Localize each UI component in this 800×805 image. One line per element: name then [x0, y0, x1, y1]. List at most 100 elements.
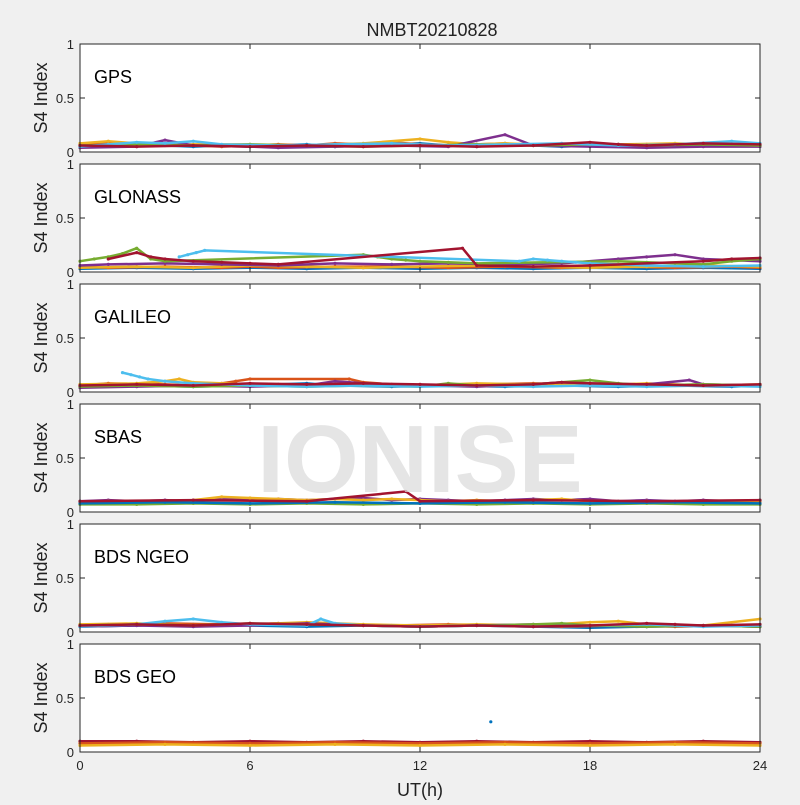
data-point — [194, 251, 198, 255]
y-tick-label: 1 — [67, 157, 74, 172]
data-point — [163, 619, 167, 623]
data-point — [248, 496, 252, 500]
data-point — [177, 255, 181, 259]
series-line — [79, 141, 761, 148]
x-tick-label: 0 — [76, 758, 83, 773]
data-point — [701, 257, 705, 261]
series-4 — [78, 489, 762, 503]
data-point — [531, 257, 535, 261]
data-point — [531, 143, 535, 148]
y-axis-label: S4 Index — [31, 62, 51, 133]
panels: 0 0.5 1 S4 Index GPS 0 0.5 1 S4 Index GLONASS 0 0.5… — [31, 37, 767, 773]
data-point — [248, 501, 252, 505]
data-point — [146, 377, 150, 381]
series-line — [79, 622, 761, 628]
data-point — [163, 742, 167, 747]
data-point — [588, 145, 592, 149]
y-tick-label: 0 — [67, 265, 74, 280]
y-axis-label: S4 Index — [31, 182, 51, 253]
data-point — [333, 379, 337, 383]
y-axis-label: S4 Index — [31, 662, 51, 733]
data-point — [503, 133, 507, 137]
data-point — [730, 257, 734, 261]
data-point — [135, 140, 139, 144]
data-point — [106, 257, 110, 261]
data-point — [701, 259, 705, 263]
panel-plot-area — [80, 44, 760, 152]
data-point — [645, 146, 649, 150]
data-point — [220, 495, 224, 499]
data-point — [673, 253, 677, 257]
y-tick-label: 0 — [67, 385, 74, 400]
data-point — [560, 259, 564, 263]
data-point — [560, 380, 564, 384]
data-point — [248, 621, 252, 626]
y-tick-label: 0 — [67, 145, 74, 160]
data-point — [163, 141, 167, 145]
data-point — [446, 260, 450, 264]
y-tick-label: 0.5 — [56, 91, 74, 106]
data-point — [460, 246, 465, 250]
panel-plot-area — [80, 284, 760, 392]
data-point — [701, 141, 705, 145]
data-point — [673, 742, 677, 747]
data-point — [701, 383, 705, 388]
data-point — [186, 253, 190, 257]
data-point — [588, 620, 592, 624]
data-point — [347, 377, 351, 381]
panel-galileo: 0 0.5 1 S4 Index GALILEO — [31, 277, 762, 400]
panel-label: GPS — [94, 67, 132, 87]
data-point — [163, 257, 167, 261]
data-point — [135, 382, 139, 386]
data-point — [616, 259, 620, 263]
data-point — [248, 739, 252, 743]
chart-title: NMBT20210828 — [366, 20, 497, 40]
data-point — [545, 258, 550, 262]
data-point — [475, 263, 479, 268]
data-point — [517, 259, 521, 263]
data-point — [475, 623, 479, 628]
y-axis-label: S4 Index — [31, 422, 51, 493]
series-line — [122, 371, 761, 388]
series-line — [79, 381, 761, 387]
data-point — [191, 143, 195, 148]
data-point — [305, 499, 309, 503]
data-point — [531, 265, 535, 269]
data-point — [418, 743, 422, 748]
x-tick-label: 6 — [246, 758, 253, 773]
data-point — [92, 257, 96, 261]
data-point — [616, 142, 620, 146]
panel-plot-area — [80, 644, 760, 752]
data-point — [203, 248, 207, 252]
panel-label: BDS GEO — [94, 667, 176, 687]
y-tick-label: 0 — [67, 505, 74, 520]
series-6 — [78, 621, 762, 629]
data-point — [645, 255, 649, 259]
data-point — [418, 265, 422, 269]
data-point — [163, 259, 167, 263]
watermark: IONISE — [257, 406, 582, 513]
data-point — [305, 143, 309, 148]
data-point — [475, 145, 479, 149]
data-point — [163, 379, 167, 383]
data-point — [446, 140, 450, 144]
data-point — [418, 143, 422, 148]
data-point — [220, 620, 224, 624]
data-point — [248, 381, 252, 385]
data-point — [191, 139, 195, 143]
series-6 — [106, 246, 762, 269]
x-tick-label: 12 — [413, 758, 427, 773]
data-point — [361, 623, 365, 628]
data-point — [645, 382, 649, 386]
data-point — [588, 381, 592, 385]
data-point — [135, 265, 139, 269]
y-tick-label: 0.5 — [56, 331, 74, 346]
data-point — [248, 743, 252, 748]
x-tick-label: 24 — [753, 758, 767, 773]
data-point — [588, 623, 592, 628]
data-point — [191, 266, 195, 270]
data-point — [475, 383, 479, 388]
series-3 — [489, 720, 493, 724]
y-tick-label: 0.5 — [56, 571, 74, 586]
